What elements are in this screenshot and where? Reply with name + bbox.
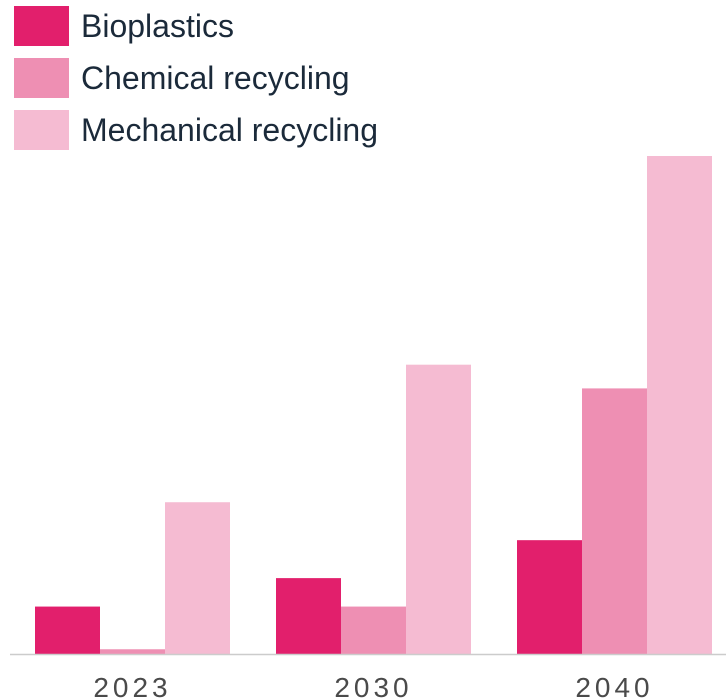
bar-bioplastics-2023: [35, 606, 100, 654]
x-tick-label-2040: 2040: [575, 672, 653, 699]
bar-chemical-recycling-2030: [341, 606, 406, 654]
legend-swatch-chemical-recycling: [14, 58, 69, 98]
legend-label-mechanical-recycling: Mechanical recycling: [81, 112, 379, 148]
bar-bioplastics-2030: [276, 578, 341, 654]
bar-mechanical-recycling-2040: [647, 156, 712, 654]
bar-chemical-recycling-2040: [582, 388, 647, 654]
bar-mechanical-recycling-2030: [406, 364, 471, 654]
legend-swatch-mechanical-recycling: [14, 110, 69, 150]
bar-chemical-recycling-2023: [100, 649, 165, 654]
x-tick-label-2030: 2030: [334, 672, 412, 699]
legend-item-mechanical-recycling: Mechanical recycling: [14, 104, 378, 156]
bar-bioplastics-2040: [517, 540, 582, 654]
x-tick-label-2023: 2023: [93, 672, 171, 699]
legend: Bioplastics Chemical recycling Mechanica…: [14, 0, 378, 156]
legend-label-chemical-recycling: Chemical recycling: [81, 60, 350, 96]
bar-mechanical-recycling-2023: [165, 502, 230, 654]
legend-item-bioplastics: Bioplastics: [14, 0, 378, 52]
legend-swatch-bioplastics: [14, 6, 69, 46]
legend-item-chemical-recycling: Chemical recycling: [14, 52, 378, 104]
legend-label-bioplastics: Bioplastics: [81, 8, 234, 44]
